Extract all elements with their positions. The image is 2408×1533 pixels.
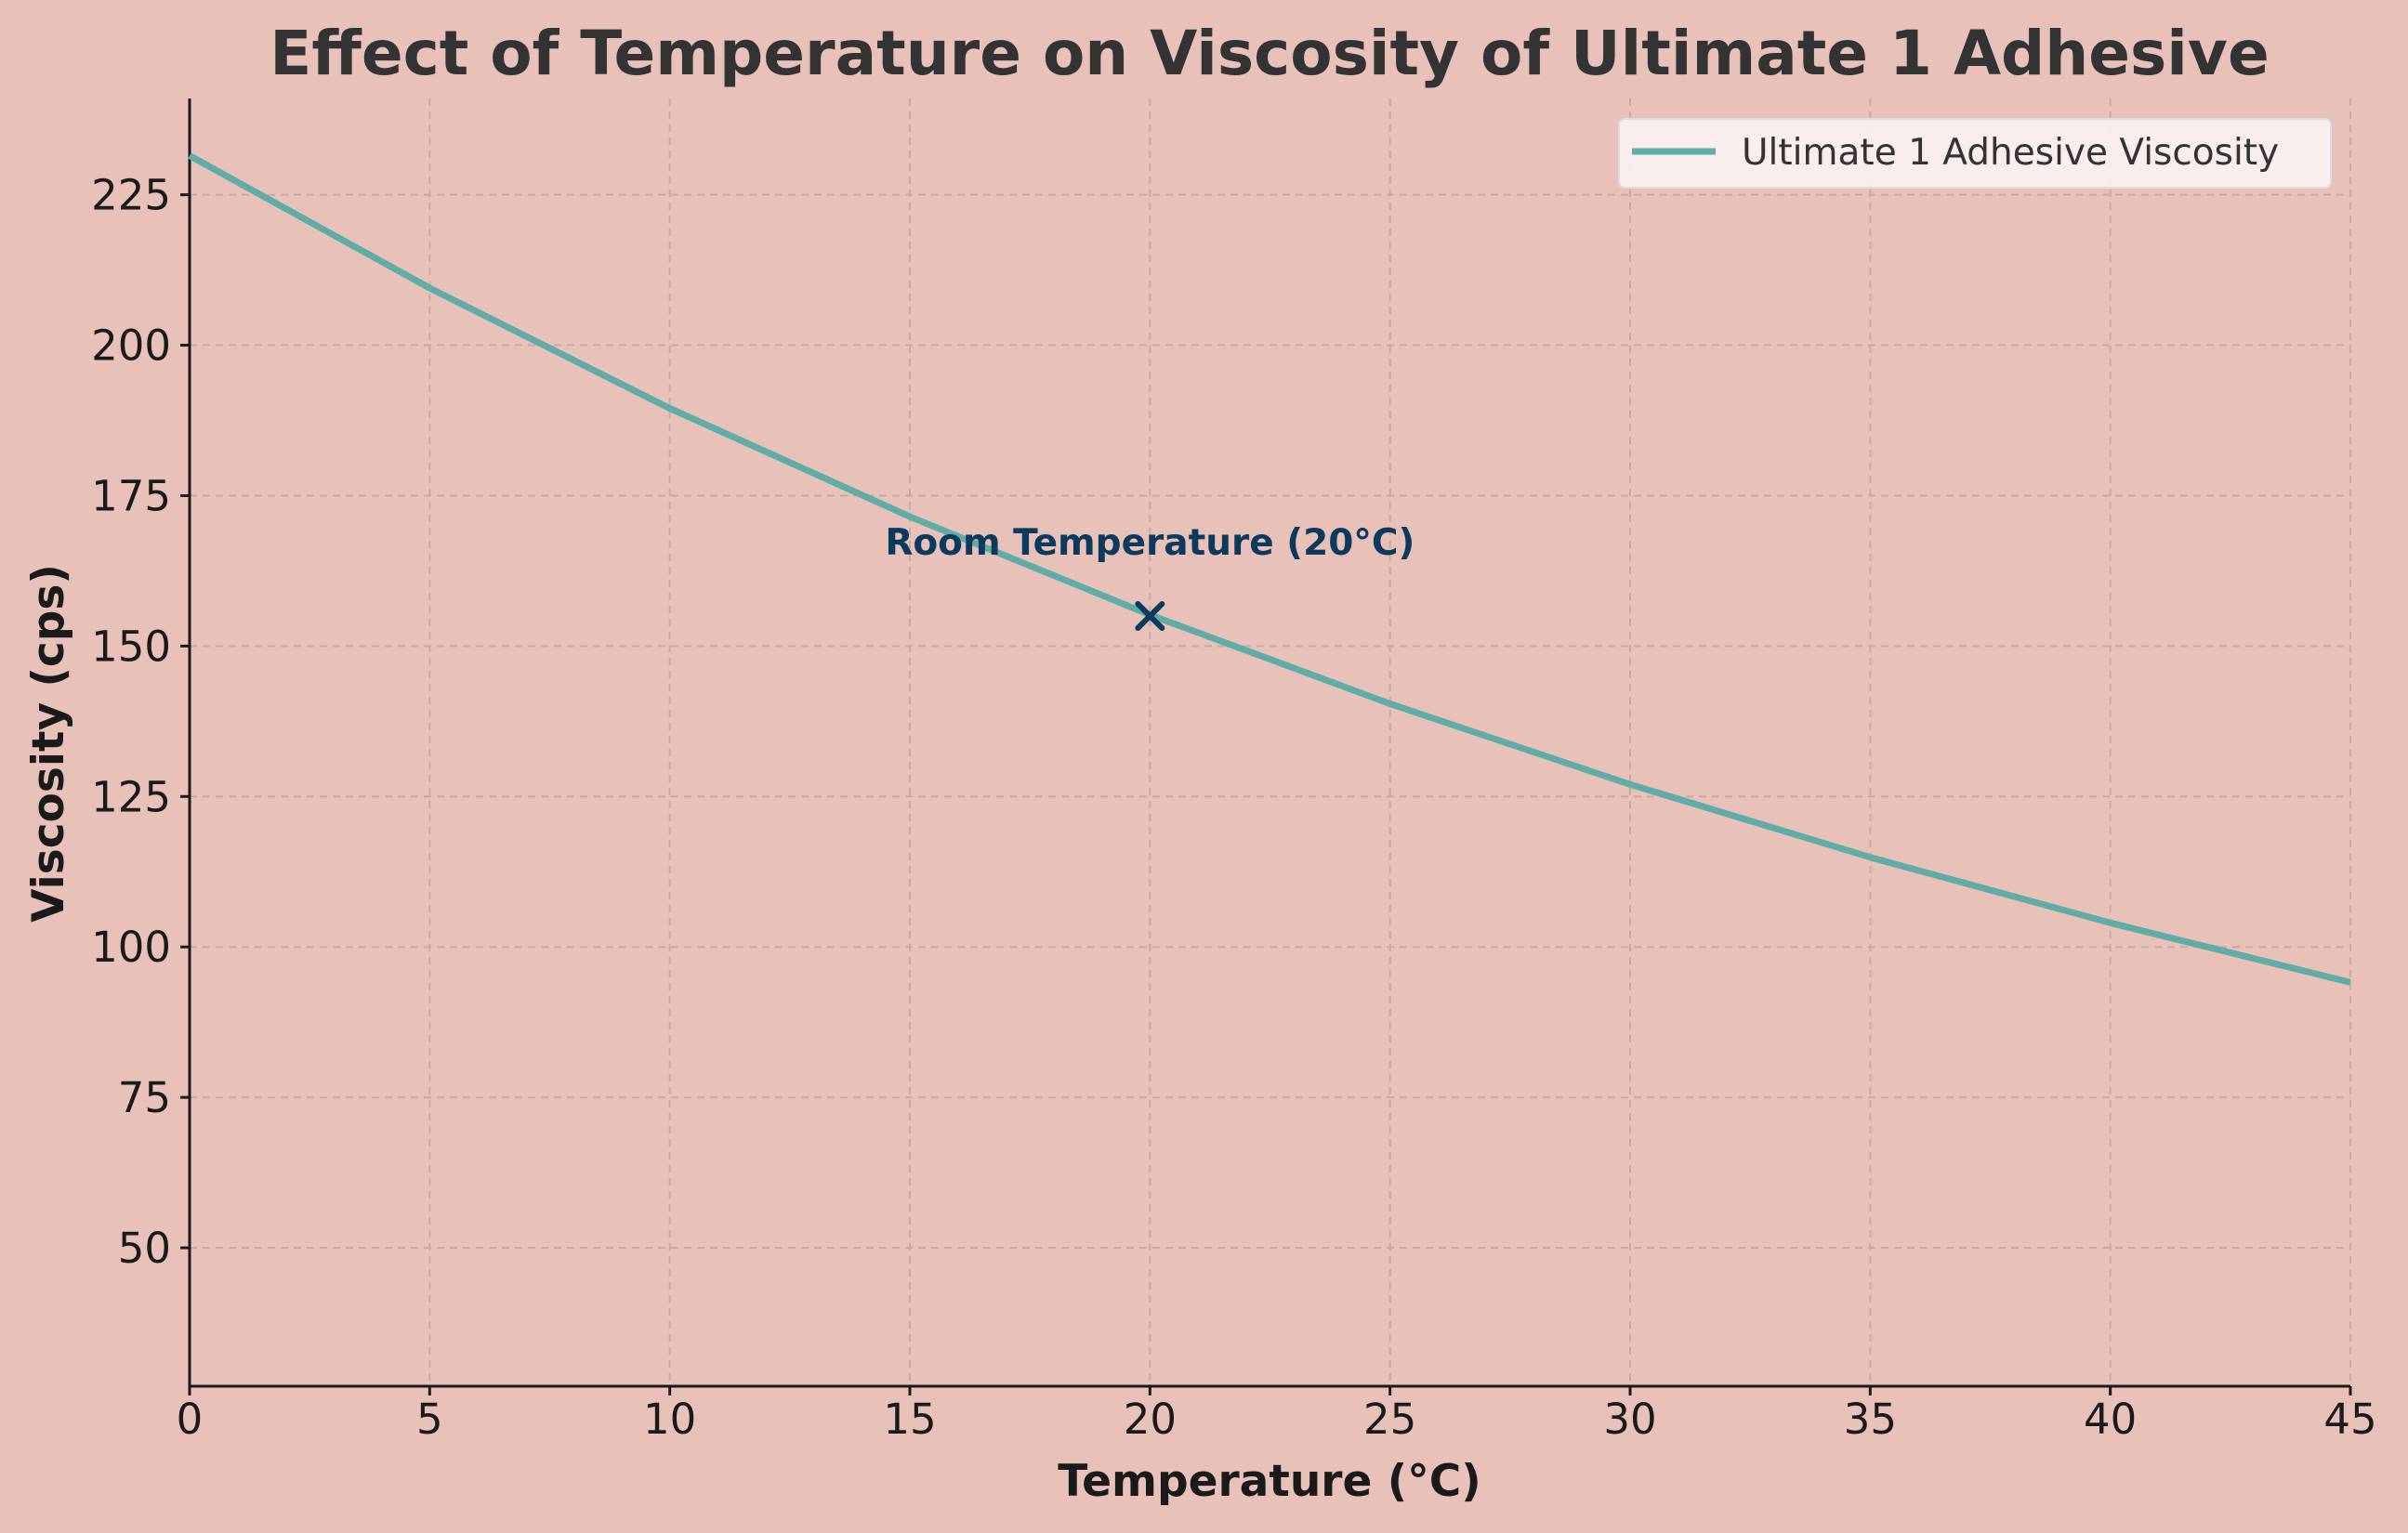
x-axis-label: Temperature (°C) [1058, 1456, 1480, 1507]
annotation-label: Room Temperature (20°C) [885, 522, 1415, 564]
y-axis-ticks: 50 75 100 125 150 175 200 225 [91, 171, 190, 1273]
y-tick-label: 75 [118, 1073, 171, 1122]
y-tick-label: 175 [91, 471, 171, 520]
x-tick-label: 20 [1124, 1395, 1177, 1444]
x-axis-ticks: 0 5 10 15 20 25 30 35 40 45 [177, 1386, 2377, 1444]
x-tick-label: 30 [1603, 1395, 1656, 1444]
y-tick-label: 200 [91, 321, 171, 371]
axes [188, 98, 2350, 1388]
legend-entry-label: Ultimate 1 Adhesive Viscosity [1742, 132, 2279, 174]
x-tick-label: 25 [1363, 1395, 1416, 1444]
x-tick-label: 35 [1844, 1395, 1897, 1444]
series-line [188, 152, 2351, 986]
y-tick-label: 150 [91, 622, 171, 671]
annotation-marker [1135, 600, 1165, 631]
grid-lines [189, 98, 2351, 1386]
chart-title: Effect of Temperature on Viscosity of Ul… [270, 18, 2269, 89]
x-tick-label: 15 [883, 1395, 936, 1444]
y-axis-label: Viscosity (cps) [23, 564, 74, 923]
x-tick-label: 45 [2323, 1395, 2376, 1444]
series-lines [188, 152, 2351, 986]
y-tick-label: 225 [91, 171, 171, 220]
y-tick-label: 50 [118, 1224, 171, 1273]
y-tick-label: 125 [91, 772, 171, 821]
legend-box [1618, 118, 2332, 189]
x-tick-label: 10 [643, 1395, 696, 1444]
x-tick-label: 40 [2084, 1395, 2137, 1444]
legend: Ultimate 1 Adhesive Viscosity [1618, 118, 2332, 189]
x-tick-label: 0 [177, 1395, 204, 1444]
annotations: Room Temperature (20°C) [885, 522, 1415, 631]
x-tick-label: 5 [416, 1395, 443, 1444]
y-tick-label: 100 [91, 923, 171, 972]
